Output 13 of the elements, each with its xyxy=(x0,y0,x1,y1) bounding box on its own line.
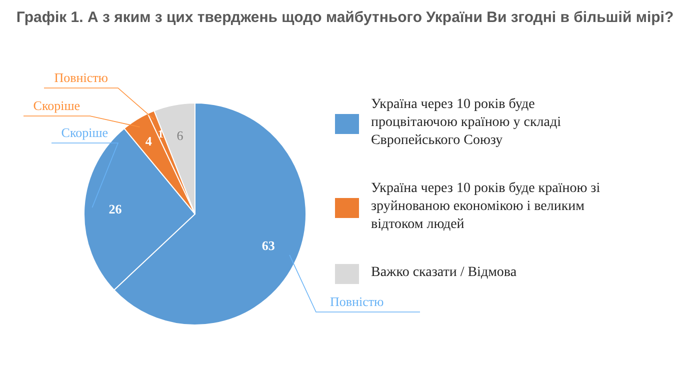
data-label: 26 xyxy=(108,201,122,216)
text: Україна через 10 років буде процвітаючою країною у складі Європейського Союзу xyxy=(371,97,562,148)
data-label: 63 xyxy=(262,238,276,254)
data-label: 4 xyxy=(145,133,152,148)
slice-label: Скоріше xyxy=(33,98,80,113)
text: Україна через 10 років буде країною зі зруйнованою економікою і великим відтоком людей xyxy=(371,181,600,232)
slice-label: Повністю xyxy=(330,294,384,309)
text: Важко сказати / Відмова xyxy=(371,265,518,280)
slice-label: Повністю xyxy=(54,70,108,85)
data-label: 6 xyxy=(176,128,184,143)
chart-title: Графік 1. А з яким з цих тверджень щодо майбутнього України Ви згодні в більшій мірі? xyxy=(16,9,674,26)
slice-label: Скоріше xyxy=(61,125,108,140)
data-label: 1 xyxy=(158,128,164,141)
